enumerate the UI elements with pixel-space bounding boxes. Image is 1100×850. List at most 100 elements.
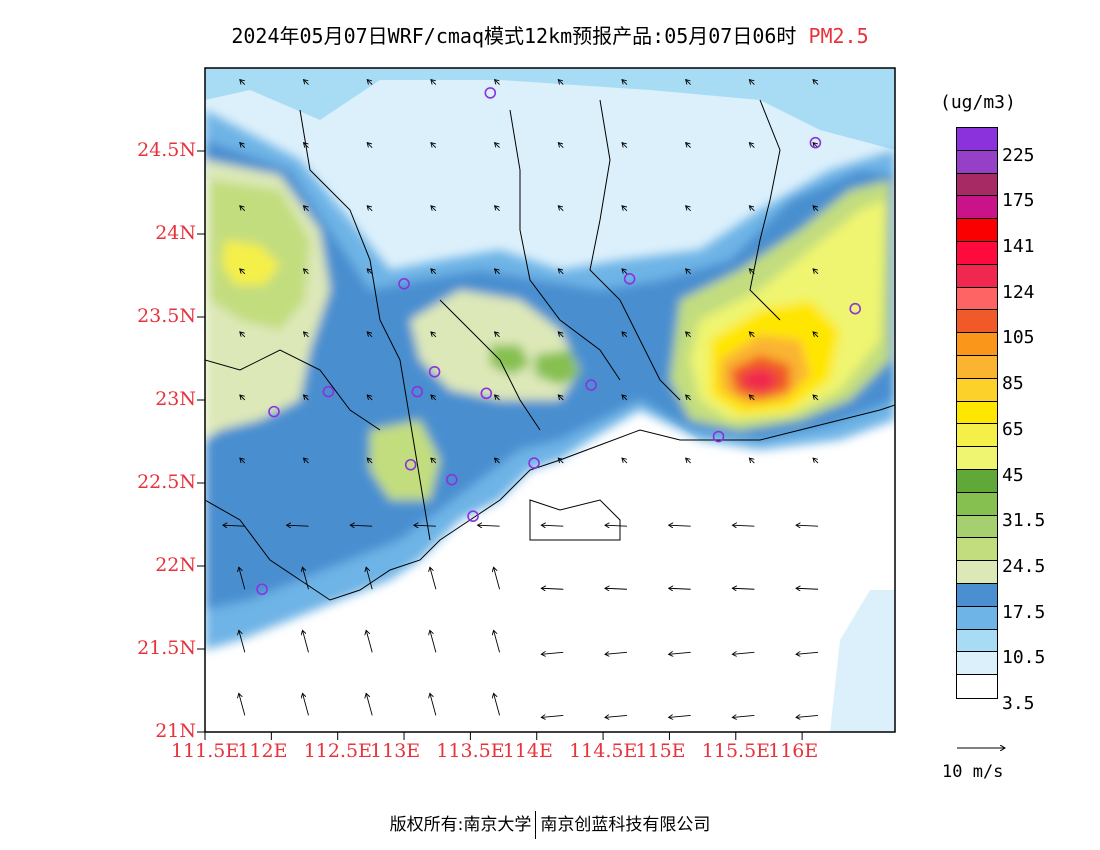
wind-arrow xyxy=(622,269,628,275)
wind-arrow xyxy=(541,652,564,654)
wind-arrow xyxy=(813,458,819,464)
lat-label: 22N xyxy=(155,554,196,576)
station-markers xyxy=(256,87,861,596)
wind-arrow xyxy=(558,395,564,401)
wind-arrow xyxy=(622,206,628,212)
wind-arrow xyxy=(813,395,819,401)
company-name: 南京创蓝科技有限公司 xyxy=(540,815,711,835)
wind-arrow xyxy=(303,693,309,716)
lon-label: 113E xyxy=(370,740,421,762)
wind-arrow xyxy=(478,525,500,526)
wind-arrow xyxy=(605,652,628,654)
lon-label: 112.5E xyxy=(303,740,372,762)
wind-arrow xyxy=(622,458,628,464)
wind-arrow xyxy=(304,395,309,401)
wind-arrow xyxy=(495,332,500,338)
colorbar-label: 175 xyxy=(1002,190,1035,212)
wind-arrow xyxy=(350,525,373,526)
station-marker xyxy=(623,273,636,285)
wind-arrow xyxy=(622,332,628,338)
wind-arrow xyxy=(541,588,564,589)
footer: 版权所有:南京大学 南京创蓝科技有限公司 xyxy=(0,810,1100,839)
lat-label: 24N xyxy=(155,222,196,244)
wind-arrow xyxy=(749,269,755,275)
wind-arrow xyxy=(796,525,819,526)
colorbar-cell xyxy=(957,287,997,311)
wind-arrow xyxy=(367,269,373,275)
wind-arrow xyxy=(796,652,819,654)
wind-arrow xyxy=(749,395,755,401)
wind-arrow xyxy=(431,458,437,464)
wind-arrow xyxy=(605,588,627,589)
wind-arrow xyxy=(686,143,691,148)
station-marker xyxy=(528,457,540,469)
wind-arrow xyxy=(431,395,437,401)
wind-arrow xyxy=(366,567,373,590)
wind-arrow xyxy=(287,525,309,526)
wind-arrow xyxy=(732,588,755,589)
lon-label: 111.5E xyxy=(171,740,240,762)
lat-label: 23.5N xyxy=(137,305,196,327)
colorbar-cell xyxy=(957,241,997,265)
variable-label: PM2.5 xyxy=(808,24,869,48)
station-marker xyxy=(411,385,424,398)
lon-label: 114.5E xyxy=(569,740,638,762)
axis-ticks xyxy=(197,150,803,740)
colorbar-label: 85 xyxy=(1002,373,1024,395)
wind-arrow xyxy=(431,332,437,338)
station-marker xyxy=(428,365,441,378)
colorbar-cell xyxy=(957,424,997,448)
wind-arrow xyxy=(669,715,691,717)
wind-arrow xyxy=(813,206,819,212)
wind-arrow xyxy=(431,206,437,212)
station-marker xyxy=(404,458,417,471)
wind-arrow xyxy=(622,395,628,401)
colorbar-label: 10.5 xyxy=(1002,647,1046,669)
colorbar-cell xyxy=(957,652,997,676)
map-title: 2024年05月07日WRF/cmaq模式12km预报产品:05月07日06时 P… xyxy=(0,20,1100,49)
wind-arrow xyxy=(749,206,755,212)
wind-arrow xyxy=(367,206,373,212)
wind-arrow xyxy=(558,269,564,275)
colorbar-cell xyxy=(957,538,997,562)
colorbar-cell xyxy=(957,128,997,151)
colorbar-label: 225 xyxy=(1002,144,1035,166)
wind-arrow xyxy=(367,458,373,464)
station-marker xyxy=(484,87,497,99)
wind-arrow xyxy=(558,458,564,464)
lon-label: 112E xyxy=(237,740,288,762)
wind-arrow xyxy=(240,80,246,85)
station-marker xyxy=(585,379,597,391)
wind-arrow xyxy=(240,332,246,338)
wind-arrow xyxy=(558,143,564,148)
wind-arrow xyxy=(495,269,500,275)
wind-arrow xyxy=(749,332,755,338)
wind-arrow xyxy=(558,80,564,85)
wind-reference-label: 10 m/s xyxy=(942,762,1004,782)
lat-label: 23N xyxy=(155,388,196,410)
wind-arrow xyxy=(430,693,437,716)
station-marker xyxy=(480,387,493,400)
wind-arrow xyxy=(732,652,755,654)
wind-arrow xyxy=(303,630,309,653)
wind-arrow xyxy=(223,525,245,526)
wind-arrow xyxy=(494,567,501,590)
colorbar-cell xyxy=(957,196,997,220)
wind-reference-arrow xyxy=(957,740,1015,756)
colorbar-cell xyxy=(957,583,997,607)
wind-arrow xyxy=(240,395,246,401)
station-marker xyxy=(809,136,822,149)
wind-arrow xyxy=(494,693,501,716)
wind-vectors xyxy=(223,80,819,718)
wind-arrow xyxy=(605,715,628,717)
wind-arrow xyxy=(495,458,500,464)
station-marker xyxy=(849,302,861,315)
wind-arrow xyxy=(239,567,246,590)
wind-arrow xyxy=(303,567,309,590)
wind-arrow xyxy=(541,525,564,526)
wind-arrow xyxy=(622,143,628,148)
wind-arrow xyxy=(686,458,691,464)
colorbar-label: 141 xyxy=(1002,236,1035,257)
station-marker xyxy=(322,385,335,398)
